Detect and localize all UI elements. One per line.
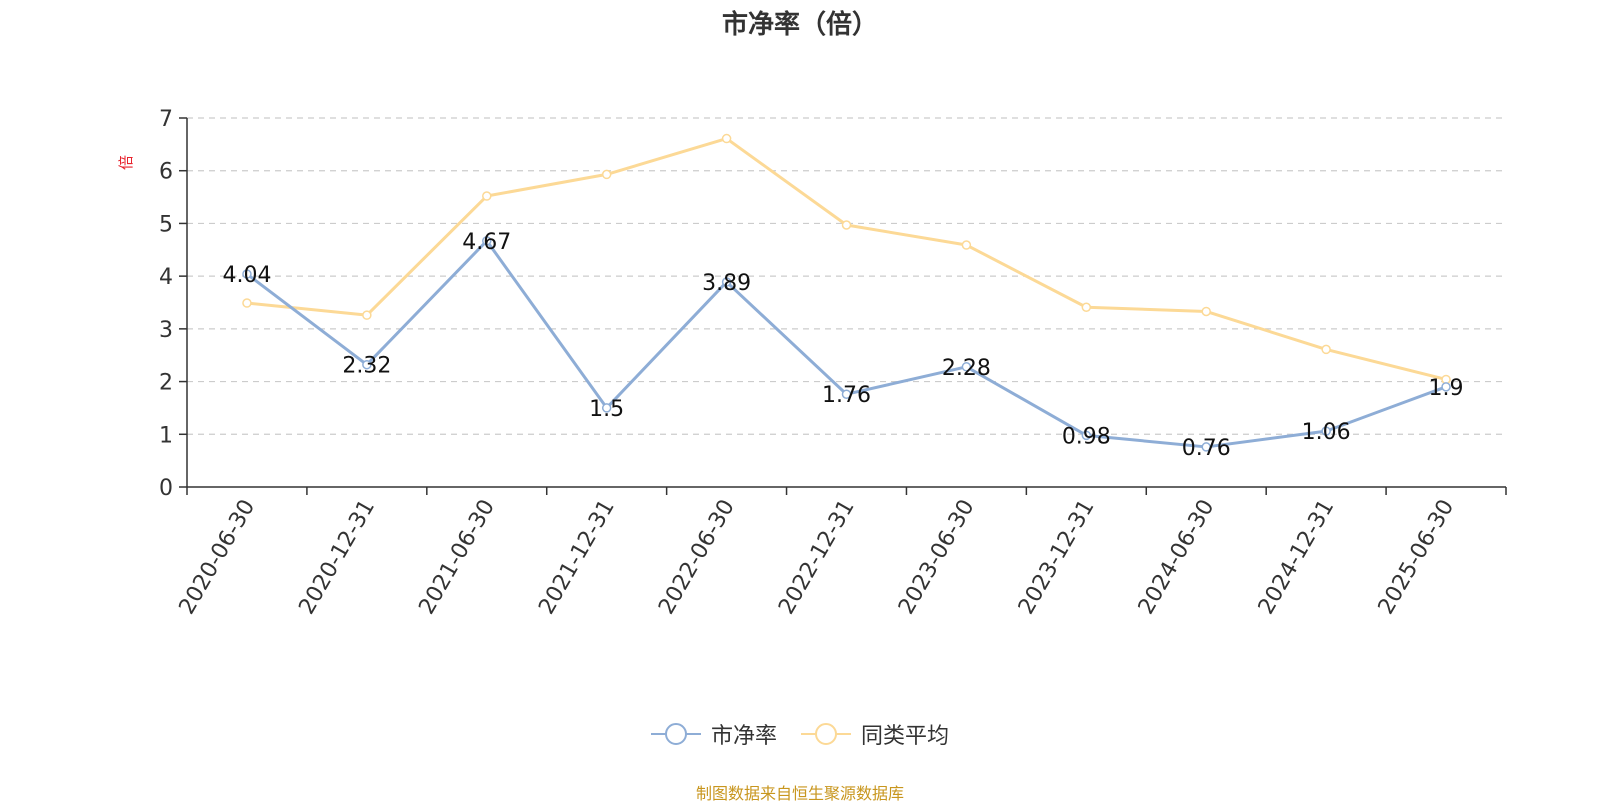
data-label: 4.04 (222, 263, 271, 288)
data-label: 0.76 (1182, 436, 1231, 461)
legend: 市净率 同类平均 (0, 718, 1600, 750)
data-label: 1.9 (1429, 376, 1464, 401)
data-point-1 (1081, 302, 1092, 312)
legend-item-avg[interactable]: 同类平均 (801, 718, 949, 750)
x-tick-label: 2021-12-31 (534, 496, 620, 619)
y-tick-label: 3 (159, 318, 173, 343)
legend-marker-avg-icon (801, 723, 851, 745)
source-note: 制图数据来自恒生聚源数据库 (695, 784, 904, 803)
legend-item-pb[interactable]: 市净率 (650, 718, 777, 750)
x-tick-label: 2025-06-30 (1374, 496, 1460, 619)
data-point-0 (1081, 430, 1092, 441)
data-point-0 (1321, 426, 1331, 436)
data-point-1 (961, 240, 972, 250)
data-label: 2.32 (342, 354, 391, 379)
data-point-1 (601, 169, 612, 180)
data-label: 2.28 (942, 356, 991, 381)
data-point-0 (242, 269, 252, 279)
y-tick-label: 2 (159, 371, 173, 396)
data-point-1 (1321, 344, 1331, 355)
data-point-0 (961, 362, 972, 372)
x-tick-label: 2021-06-30 (414, 495, 500, 618)
data-point-0 (721, 277, 732, 287)
legend-marker-pb-icon (650, 723, 701, 745)
chart-title: 市净率（倍） (721, 10, 878, 40)
y-tick-label: 6 (159, 160, 173, 185)
legend-label-avg: 同类平均 (861, 724, 950, 749)
x-tick-label: 2020-06-30 (175, 496, 261, 619)
y-tick-label: 0 (159, 476, 173, 501)
series-line-0 (246, 239, 1447, 449)
data-label: 1.06 (1302, 420, 1351, 445)
data-point-1 (242, 298, 252, 308)
y-tick-label: 7 (159, 107, 173, 132)
legend-label-pb: 市净率 (710, 724, 777, 749)
data-point-0 (482, 236, 492, 246)
data-point-1 (362, 310, 372, 320)
data-label: 1.76 (822, 383, 871, 408)
data-point-1 (721, 133, 732, 144)
series-line-1 (246, 137, 1447, 381)
x-tick-label: 2024-12-31 (1254, 496, 1340, 619)
x-tick-label: 2024-06-30 (1134, 496, 1220, 619)
data-label: 0.98 (1062, 424, 1111, 449)
data-point-0 (362, 359, 372, 370)
data-point-0 (601, 403, 612, 413)
data-label: 3.89 (702, 271, 751, 296)
x-tick-label: 2020-12-31 (294, 496, 380, 619)
data-point-0 (841, 389, 852, 399)
y-tick-label: 1 (159, 423, 173, 448)
data-point-1 (841, 220, 852, 230)
data-point-1 (482, 191, 492, 201)
x-tick-label: 2023-12-31 (1014, 496, 1100, 619)
y-tick-label: 5 (159, 212, 173, 237)
data-label: 4.67 (462, 230, 511, 255)
data-label: 1.5 (589, 397, 624, 422)
data-point-0 (1201, 442, 1211, 452)
data-point-0 (1441, 382, 1451, 392)
x-tick-label: 2022-12-31 (774, 496, 860, 619)
x-tick-label: 2022-06-30 (654, 496, 740, 619)
y-tick-label: 4 (159, 265, 173, 290)
data-point-1 (1201, 306, 1211, 317)
x-tick-label: 2023-06-30 (894, 496, 980, 619)
